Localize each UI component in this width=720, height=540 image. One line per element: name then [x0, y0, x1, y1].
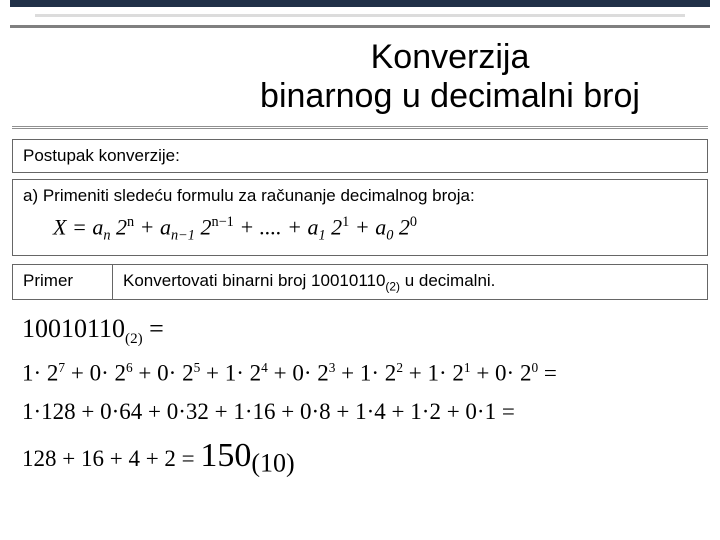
slide-top-inner-bar [35, 14, 685, 17]
f-t2-sub: n−1 [171, 228, 195, 244]
procedure-label: Postupak konverzije: [23, 146, 180, 165]
f-t3-a: a [308, 215, 319, 240]
example-text-pre: Konvertovati binarni broj 10010110 [123, 271, 385, 290]
f-t3-b: 2 [331, 215, 342, 240]
formula-lhs: X [53, 215, 66, 240]
math-line2: 1· 27 + 0· 26 + 0· 25 + 1· 24 + 0· 23 + … [22, 360, 720, 387]
example-text-sub: (2) [385, 279, 400, 293]
math-line3: 1·128 + 0·64 + 0·32 + 1·16 + 0·8 + 1·4 +… [22, 399, 720, 425]
f-t1-sub: n [103, 228, 110, 244]
ml4-sub: (10) [251, 449, 294, 478]
example-text-post: u decimalni. [400, 271, 495, 290]
f-t4-a: a [375, 215, 386, 240]
f-t1-a: a [92, 215, 103, 240]
example-label: Primer [12, 264, 112, 300]
f-t2-b: 2 [200, 215, 211, 240]
ml1-eq: = [143, 314, 164, 343]
title-line2: binarnog u decimalni broj [200, 77, 700, 116]
ml1-num: 10010110 [22, 314, 125, 343]
f-plus1: + [134, 215, 160, 240]
slide-top-border [10, 0, 710, 28]
f-t4-sup: 0 [410, 214, 417, 230]
formula: X = an 2n + an−1 2n−1 + .... + a1 21 + a… [23, 206, 697, 245]
example-row: Primer Konvertovati binarni broj 1001011… [12, 264, 708, 300]
f-plus3: + [349, 215, 375, 240]
f-plus2: + .... + [234, 215, 308, 240]
f-t1-b: 2 [116, 215, 127, 240]
math-line1: 10010110(2) = [22, 314, 720, 348]
title-underline [12, 126, 708, 129]
example-text: Konvertovati binarni broj 10010110(2) u … [112, 264, 708, 300]
procedure-box: Postupak konverzije: [12, 139, 708, 173]
math-line4: 128 + 16 + 4 + 2 = 150(10) [22, 437, 720, 479]
worked-example: 10010110(2) = 1· 27 + 0· 26 + 0· 25 + 1·… [22, 314, 720, 478]
formula-eq: = [66, 215, 92, 240]
f-t3-sub: 1 [319, 228, 326, 244]
slide-title: Konverzija binarnog u decimalni broj [200, 38, 700, 116]
f-t2-a: a [160, 215, 171, 240]
ml4-result: 150 [200, 437, 251, 474]
ml1-sub: (2) [125, 331, 143, 347]
step-a-text: a) Primeniti sledeću formulu za računanj… [23, 186, 697, 206]
f-t4-b: 2 [399, 215, 410, 240]
f-t2-sup: n−1 [211, 214, 233, 230]
ml4-pre: 128 + 16 + 4 + 2 = [22, 446, 200, 471]
step-box: a) Primeniti sledeću formulu za računanj… [12, 179, 708, 256]
title-line1: Konverzija [200, 38, 700, 77]
f-t4-sub: 0 [386, 228, 393, 244]
